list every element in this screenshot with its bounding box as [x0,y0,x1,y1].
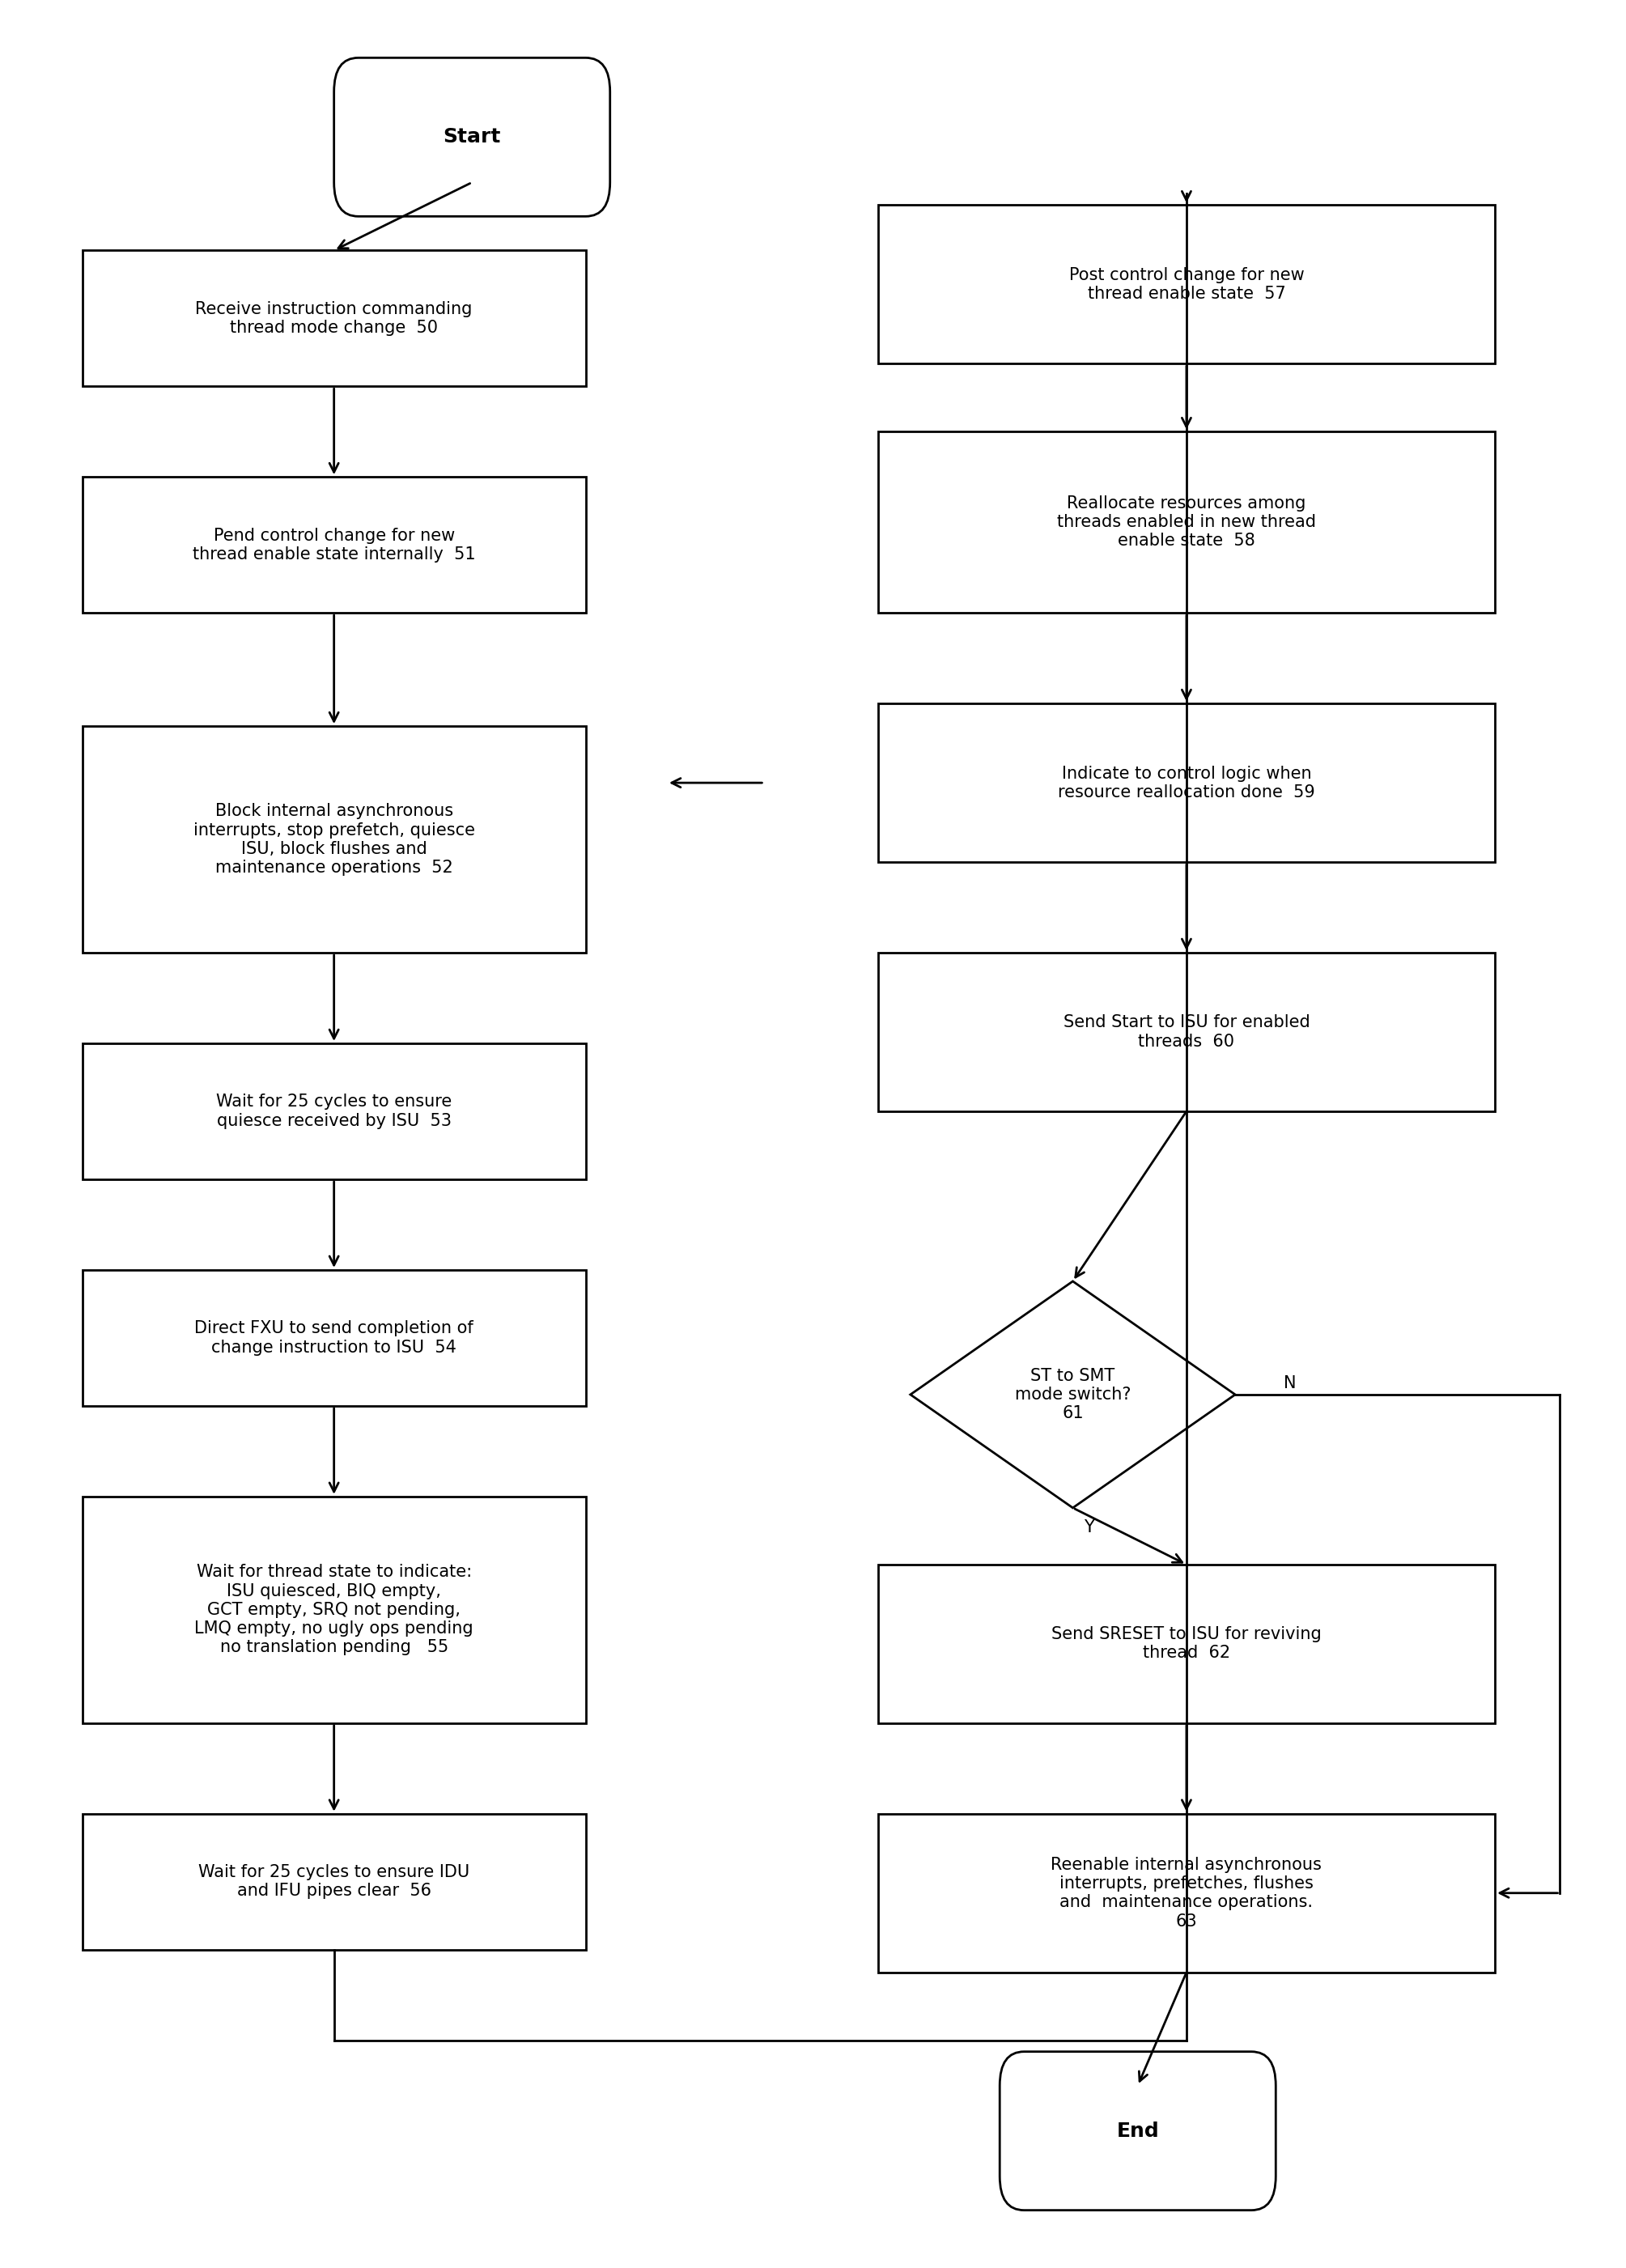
Bar [83,1497,585,1724]
Bar [878,1814,1494,1973]
Text: Block internal asynchronous
interrupts, stop prefetch, quiesce
ISU, block flushe: Block internal asynchronous interrupts, … [193,803,475,875]
Text: Reallocate resources among
threads enabled in new thread
enable state  58: Reallocate resources among threads enabl… [1057,494,1315,549]
FancyBboxPatch shape [1000,2053,1276,2211]
Text: Send Start to ISU for enabled
threads  60: Send Start to ISU for enabled threads 60 [1063,1014,1311,1050]
Text: Wait for thread state to indicate:
ISU quiesced, BIQ empty,
GCT empty, SRQ not p: Wait for thread state to indicate: ISU q… [195,1565,473,1656]
Text: Reenable internal asynchronous
interrupts, prefetches, flushes
and  maintenance : Reenable internal asynchronous interrupt… [1050,1857,1322,1930]
Bar [878,204,1494,363]
Text: Wait for 25 cycles to ensure IDU
and IFU pipes clear  56: Wait for 25 cycles to ensure IDU and IFU… [198,1864,470,1898]
Bar [83,1814,585,1950]
Text: Direct FXU to send completion of
change instruction to ISU  54: Direct FXU to send completion of change … [195,1320,473,1356]
Bar [83,476,585,612]
Text: Start: Start [444,127,501,147]
Text: Pend control change for new
thread enable state internally  51: Pend control change for new thread enabl… [192,528,475,562]
Bar [83,726,585,953]
Text: ST to SMT
mode switch?
61: ST to SMT mode switch? 61 [1015,1368,1130,1422]
Bar [83,249,585,386]
Text: N: N [1285,1374,1296,1390]
Bar [83,1043,585,1179]
Text: Send SRESET to ISU for reviving
thread  62: Send SRESET to ISU for reviving thread 6… [1052,1626,1322,1660]
Text: Post control change for new
thread enable state  57: Post control change for new thread enabl… [1068,268,1304,302]
Text: End: End [1117,2121,1159,2141]
Text: Receive instruction commanding
thread mode change  50: Receive instruction commanding thread mo… [195,302,473,336]
Text: Indicate to control logic when
resource reallocation done  59: Indicate to control logic when resource … [1059,764,1315,801]
Bar [878,703,1494,862]
Bar [83,1270,585,1406]
Bar [878,1565,1494,1724]
Text: Y: Y [1085,1520,1094,1535]
Bar [878,953,1494,1111]
Bar [878,431,1494,612]
Polygon shape [911,1281,1236,1508]
FancyBboxPatch shape [333,57,610,215]
Text: Wait for 25 cycles to ensure
quiesce received by ISU  53: Wait for 25 cycles to ensure quiesce rec… [216,1093,452,1129]
